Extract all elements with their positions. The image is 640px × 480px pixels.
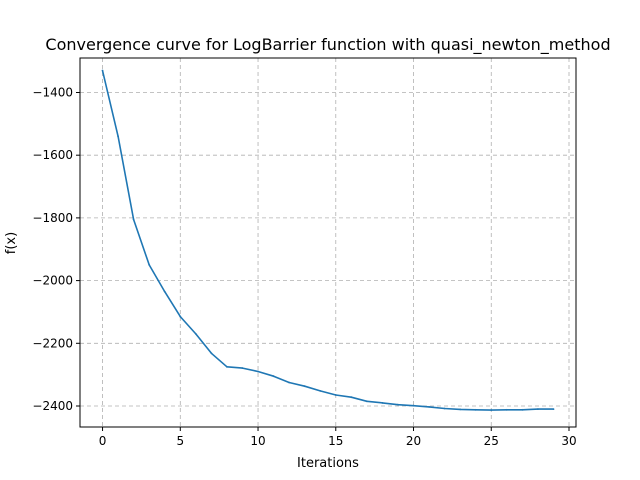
- data-point: [505, 408, 508, 411]
- data-point: [163, 290, 166, 293]
- y-tick-label: −1800: [32, 211, 73, 225]
- data-point: [490, 409, 493, 411]
- data-point: [132, 218, 135, 221]
- x-tick-label: 20: [406, 434, 421, 448]
- y-tick-label: −1600: [32, 148, 73, 162]
- data-point: [381, 402, 384, 404]
- data-point: [241, 367, 244, 369]
- y-axis-label: f(x): [4, 232, 19, 254]
- y-tick-label: −1400: [32, 85, 73, 99]
- y-tick-label: −2000: [32, 274, 73, 288]
- plot-area: [101, 69, 555, 411]
- x-tick-label: 15: [328, 434, 343, 448]
- data-point: [179, 315, 182, 318]
- data-point: [459, 408, 462, 411]
- data-point: [443, 407, 446, 410]
- y-tick-label: −2400: [32, 399, 73, 413]
- data-point: [397, 403, 399, 406]
- y-tick-label: −2200: [32, 336, 73, 350]
- chart-title: Convergence curve for LogBarrier functio…: [45, 35, 610, 55]
- x-tick-label: 30: [561, 434, 576, 448]
- data-point: [257, 370, 259, 373]
- data-point: [428, 406, 430, 408]
- data-point: [350, 396, 353, 399]
- x-tick-label: 0: [99, 434, 107, 448]
- x-axis-label: Iterations: [297, 456, 359, 471]
- data-point: [303, 385, 306, 388]
- data-point: [148, 264, 151, 266]
- data-point: [101, 69, 104, 72]
- data-point: [521, 408, 524, 411]
- data-point: [552, 408, 555, 410]
- grid: [80, 58, 576, 427]
- data-point: [537, 408, 539, 410]
- data-point: [117, 135, 119, 138]
- data-point: [366, 400, 368, 403]
- data-point: [334, 394, 337, 396]
- data-point: [272, 375, 275, 378]
- data-point: [412, 404, 415, 407]
- data-point: [210, 352, 213, 355]
- axes-frame: [79, 57, 577, 428]
- x-tick-label: 10: [250, 434, 265, 448]
- ticks: 0 5 10 15 20 25 30 −1400 −1600 −1800 −2000 −2200 −24…: [32, 85, 576, 448]
- data-point: [194, 333, 197, 335]
- series-line: [101, 70, 554, 411]
- data-point: [319, 390, 322, 392]
- data-point: [474, 408, 477, 411]
- data-point: [226, 365, 228, 368]
- x-tick-label: 25: [484, 434, 499, 448]
- data-point: [288, 381, 290, 384]
- x-tick-label: 5: [176, 434, 184, 448]
